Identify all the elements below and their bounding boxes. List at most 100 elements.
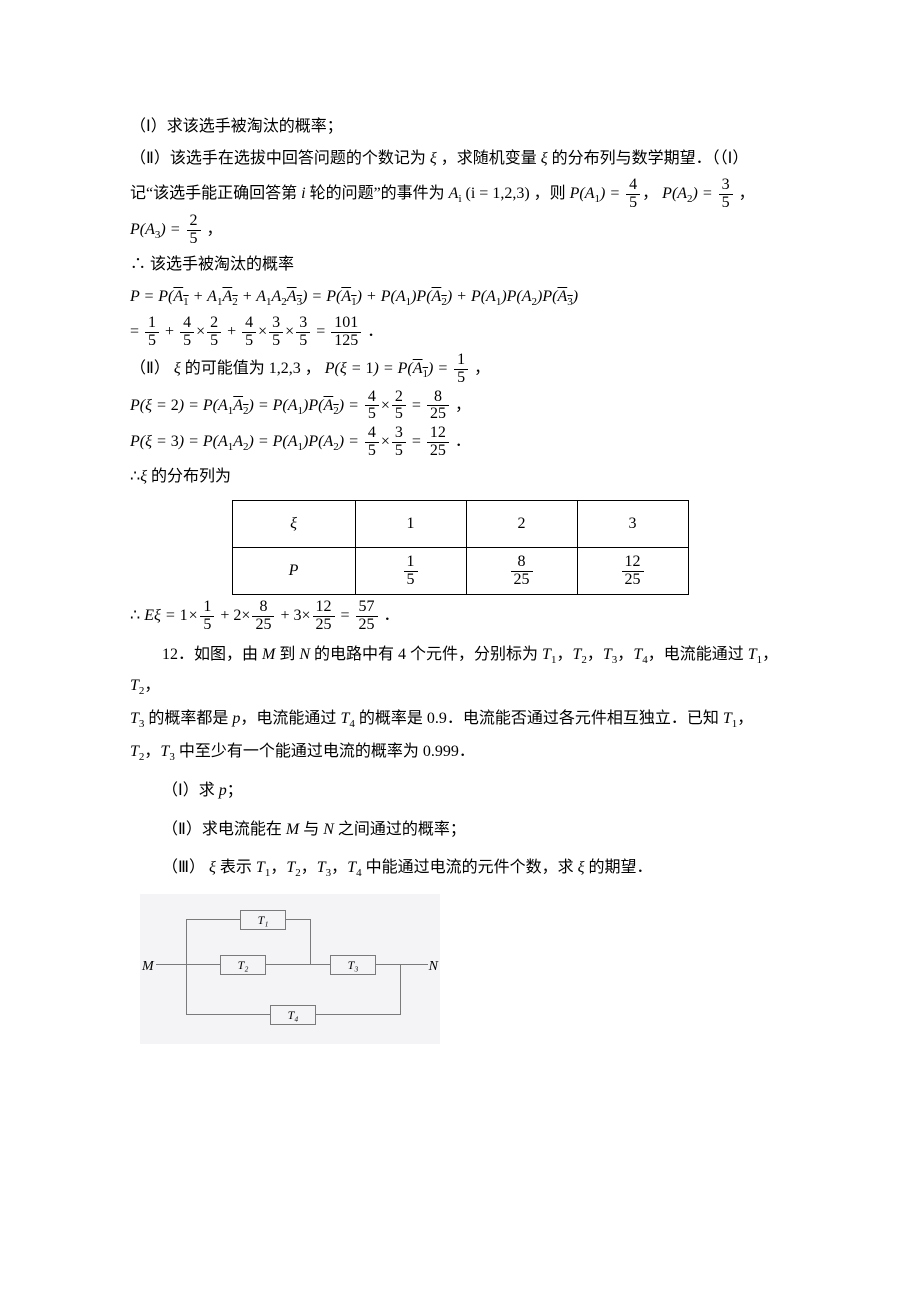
fraction: 25 <box>207 315 221 350</box>
op: = <box>412 397 425 414</box>
var-p: p <box>219 782 227 799</box>
text: 与 <box>299 821 323 838</box>
var-M: M <box>286 821 299 838</box>
eq-Pxi2: P(ξ = 2) = P(A1A2) = P(A1)P(A2) = <box>130 397 363 414</box>
text: ∴ <box>130 607 140 624</box>
paragraph: （Ⅱ） ξ 的可能值为 1,2,3 ， P(ξ = 1) = P(A1) = 1… <box>130 352 790 387</box>
equation: P(A3) = 25 ， <box>130 213 790 248</box>
var-T: T2 <box>572 646 586 663</box>
text: ∴ 该选手被淘汰的概率 <box>130 256 294 273</box>
wire <box>316 1014 400 1015</box>
op: = <box>341 607 354 624</box>
fraction: 1225 <box>313 599 335 634</box>
fraction: 45 <box>365 389 379 424</box>
var-xi: ξ <box>174 360 181 377</box>
eq-P-num: = <box>130 323 143 340</box>
component-T1: T₁ <box>240 910 286 930</box>
text: 表示 <box>216 859 256 876</box>
text: ， <box>451 397 471 414</box>
fraction: 825 <box>252 599 274 634</box>
fraction: 35 <box>719 177 733 212</box>
text: 的概率都是 <box>144 710 232 727</box>
equation: P = P(A1 + A1A2 + A1A2A3) = P(A1) + P(A1… <box>130 282 790 313</box>
node-label-M: M <box>142 954 154 981</box>
fraction: 25 <box>392 389 406 424</box>
text: ． <box>380 607 400 624</box>
text: 中至少有一个能通过电流的概率为 0.999． <box>175 743 475 760</box>
eq-Exi: Eξ = 1× <box>144 607 198 624</box>
var-N: N <box>299 646 310 663</box>
component-T4: T₄ <box>270 1005 316 1025</box>
text: （Ⅱ）求电流能在 <box>162 821 286 838</box>
text: ． <box>451 433 471 450</box>
fraction: 5725 <box>356 599 378 634</box>
text: 12．如图，由 <box>162 646 262 663</box>
text: ． <box>367 323 383 340</box>
var-xi: ξ <box>430 150 437 167</box>
text: 记“该选手能正确回答第 <box>130 185 301 202</box>
fraction: 45 <box>242 315 256 350</box>
fraction: 45 <box>626 177 640 212</box>
var-T: T1 <box>542 646 556 663</box>
table-cell: 825 <box>466 548 577 595</box>
paragraph: 记“该选手能正确回答第 i 轮的问题”的事件为 Ai (i = 1,2,3) ，… <box>130 177 790 212</box>
table-cell: P <box>232 548 355 595</box>
text: ， <box>144 677 160 694</box>
eq-P-expand: P = P(A1 + A1A2 + A1A2A3) = P(A1) + P(A1… <box>130 288 578 305</box>
text: （Ⅱ）该选手在选拔中回答问题的个数记为 <box>130 150 430 167</box>
equation: P(ξ = 2) = P(A1A2) = P(A1)P(A2) = 45×25 … <box>130 389 790 424</box>
fraction: 101125 <box>331 315 361 350</box>
op: + 2× <box>220 607 250 624</box>
text: 的期望． <box>584 859 652 876</box>
component-T3: T₃ <box>330 955 376 975</box>
paragraph: T2，T3 中至少有一个能通过电流的概率为 0.999． <box>130 737 790 768</box>
text: 到 <box>275 646 299 663</box>
table-row: P 15 825 1225 <box>232 548 688 595</box>
var-Ai: Ai <box>449 185 462 202</box>
op: × <box>381 397 390 414</box>
text: （Ⅰ）求 <box>162 782 219 799</box>
op: × <box>285 323 294 340</box>
text: ，电流能通过 <box>240 710 340 727</box>
paragraph: （Ⅱ）求电流能在 M 与 N 之间通过的概率； <box>130 815 790 845</box>
text: ； <box>227 782 243 799</box>
wire <box>266 964 310 965</box>
text: 轮的问题”的事件为 <box>306 185 449 202</box>
equation: = 15 + 45×25 + 45×35×35 = 101125 ． <box>130 315 790 350</box>
fraction: 15 <box>200 599 214 634</box>
text: （Ⅱ） <box>130 360 174 377</box>
var-T: T1 <box>723 710 737 727</box>
fraction: 825 <box>427 389 449 424</box>
var-N: N <box>323 821 334 838</box>
text: 的电路中有 4 个元件，分别标为 <box>310 646 542 663</box>
var-T: T2 <box>130 677 144 694</box>
var-T: T3 <box>317 859 331 876</box>
table-cell: 1225 <box>577 548 688 595</box>
var-T: T1 <box>748 646 762 663</box>
fraction: 25 <box>187 213 201 248</box>
table-header: 1 <box>355 501 466 548</box>
fraction: 35 <box>269 315 283 350</box>
paragraph: ∴ξ 的分布列为 <box>130 462 790 492</box>
fraction: 15 <box>454 352 468 387</box>
circuit-diagram: M N T₁ T₂ T₃ T₄ <box>140 894 440 1044</box>
text: 的分布列为 <box>147 468 231 485</box>
eq-Pxi1: P(ξ = 1) = P(A1) = <box>325 360 452 377</box>
var-T: T4 <box>347 859 361 876</box>
text: 的概率是 0.9．电流能否通过各元件相互独立．已知 <box>355 710 723 727</box>
wire <box>186 919 187 1014</box>
document-page: （Ⅰ）求该选手被淘汰的概率； （Ⅱ）该选手在选拔中回答问题的个数记为 ξ ，求随… <box>0 0 920 1302</box>
text: ， <box>203 221 223 238</box>
var-T: T4 <box>633 646 647 663</box>
eq-PA2: P(A2) = <box>662 185 717 202</box>
text: ，电流能通过 <box>648 646 748 663</box>
op: × <box>381 433 390 450</box>
node-label-N: N <box>429 954 438 981</box>
paragraph: （Ⅰ）求该选手被淘汰的概率； <box>130 112 790 142</box>
wire <box>400 964 401 1015</box>
paragraph: 12．如图，由 M 到 N 的电路中有 4 个元件，分别标为 T1，T2，T3，… <box>130 640 790 702</box>
fraction: 35 <box>392 425 406 460</box>
op: + <box>165 323 178 340</box>
paragraph: （Ⅱ）该选手在选拔中回答问题的个数记为 ξ ，求随机变量 ξ 的分布列与数学期望… <box>130 144 790 174</box>
fraction: 1225 <box>427 425 449 460</box>
